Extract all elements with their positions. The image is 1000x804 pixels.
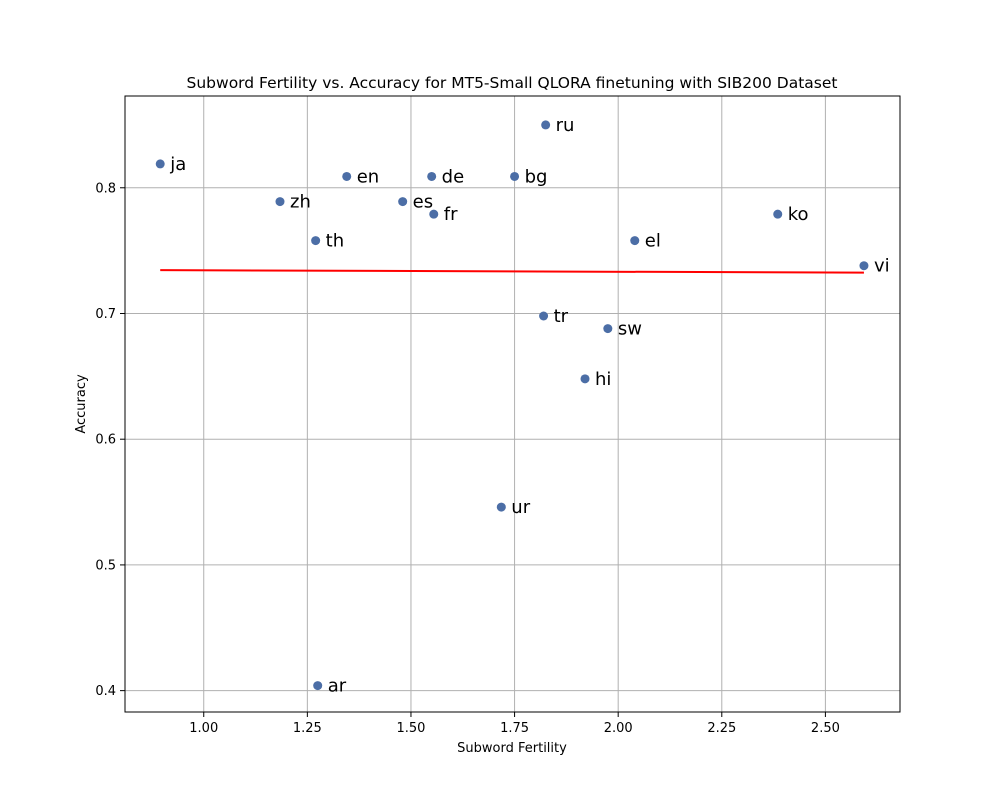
data-point-th [311,236,321,246]
x-tick-label: 1.75 [500,721,529,736]
point-label-sw: sw [618,319,642,340]
y-tick-label: 0.4 [95,684,116,699]
data-point-en [342,171,352,181]
x-tick-label: 2.25 [707,721,736,736]
x-tick-label: 1.25 [293,721,322,736]
point-label-vi: vi [874,256,890,277]
data-point-sw [603,324,613,334]
y-tick-label: 0.5 [95,558,116,573]
point-label-ko: ko [788,204,809,225]
point-label-hi: hi [595,369,611,390]
data-point-ru [541,120,551,130]
point-label-es: es [413,192,433,213]
data-point-de [427,171,437,181]
y-tick-label: 0.7 [95,307,116,322]
point-label-tr: tr [554,306,569,327]
point-label-bg: bg [525,166,548,187]
point-label-th: th [326,231,344,252]
data-point-fr [429,209,439,219]
data-point-es [398,197,408,207]
point-label-de: de [442,166,465,187]
y-tick-label: 0.8 [95,181,116,196]
data-point-bg [510,171,520,181]
trend-line [160,269,864,274]
trend-line-layer [160,269,864,274]
x-tick-label: 2.00 [604,721,633,736]
y-axis-label: Accuracy [74,374,89,434]
data-point-el [630,236,640,246]
point-label-ur: ur [511,497,530,518]
chart-title: Subword Fertility vs. Accuracy for MT5-S… [187,74,838,92]
data-point-ko [773,209,783,219]
data-point-ur [496,502,506,512]
data-point-hi [580,374,590,384]
data-point-ja [155,159,165,169]
x-tick-label: 2.50 [811,721,840,736]
point-label-ru: ru [556,115,575,136]
plot-frame [124,95,901,713]
data-point-ar [313,681,323,691]
grid [125,96,900,712]
point-label-en: en [357,166,379,187]
data-point-zh [275,197,285,207]
point-label-ar: ar [328,676,347,697]
data-point-tr [539,311,549,321]
point-label-ja: ja [169,154,186,175]
point-label-fr: fr [444,204,458,225]
y-tick-label: 0.6 [95,433,116,448]
data-point-vi [859,261,869,271]
x-tick-label: 1.50 [396,721,425,736]
x-axis-label: Subword Fertility [457,741,567,756]
point-label-zh: zh [290,192,311,213]
x-tick-label: 1.00 [189,721,218,736]
ticks: 1.00 1.25 1.50 1.75 2.00 2.25 2.50 0.4 0.5 0.6 0.7… [95,181,840,736]
point-label-el: el [645,231,661,252]
